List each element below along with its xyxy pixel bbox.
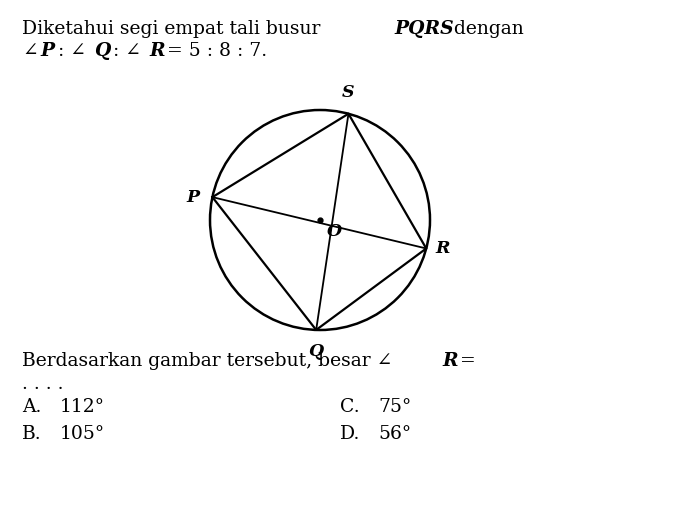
Text: R: R — [435, 240, 450, 257]
Text: 112°: 112° — [60, 398, 105, 416]
Text: . . . .: . . . . — [22, 375, 63, 393]
Text: PQRS: PQRS — [394, 20, 454, 38]
Text: 75°: 75° — [378, 398, 411, 416]
Text: ∠: ∠ — [22, 42, 38, 60]
Text: B.: B. — [22, 425, 42, 443]
Text: Q: Q — [94, 42, 110, 60]
Text: P: P — [40, 42, 54, 60]
Text: P: P — [186, 189, 199, 206]
Text: R: R — [149, 42, 164, 60]
Text: Diketahui segi empat tali busur: Diketahui segi empat tali busur — [22, 20, 327, 38]
Text: =: = — [454, 352, 476, 370]
Text: S: S — [342, 84, 355, 101]
Text: : ∠: : ∠ — [52, 42, 86, 60]
Text: C.: C. — [340, 398, 359, 416]
Text: dengan: dengan — [448, 20, 524, 38]
Text: R: R — [442, 352, 458, 370]
Text: Q: Q — [308, 343, 324, 360]
Text: O: O — [327, 223, 342, 240]
Text: 56°: 56° — [378, 425, 411, 443]
Text: Berdasarkan gambar tersebut, besar ∠: Berdasarkan gambar tersebut, besar ∠ — [22, 352, 392, 370]
Text: = 5 : 8 : 7.: = 5 : 8 : 7. — [161, 42, 267, 60]
Text: 105°: 105° — [60, 425, 105, 443]
Text: A.: A. — [22, 398, 42, 416]
Text: : ∠: : ∠ — [107, 42, 141, 60]
Text: D.: D. — [340, 425, 360, 443]
